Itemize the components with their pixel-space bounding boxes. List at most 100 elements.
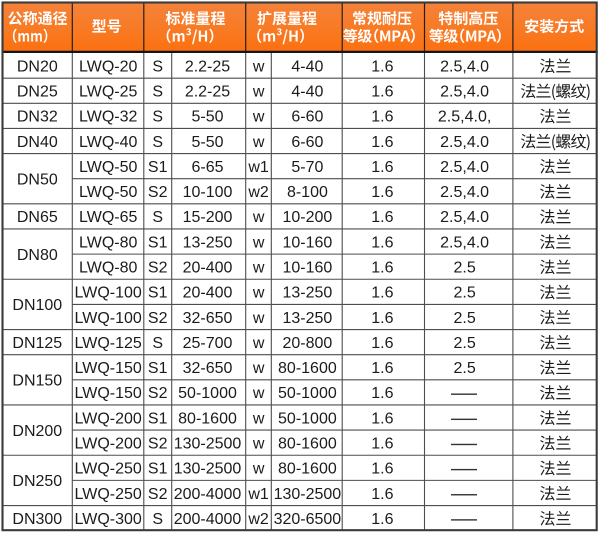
svg-text:DN32: DN32 (17, 109, 58, 126)
svg-text:2.5: 2.5 (453, 259, 475, 276)
svg-text:LWQ-200: LWQ-200 (75, 410, 142, 427)
svg-text:1.6: 1.6 (371, 134, 393, 151)
svg-text:2.2-25: 2.2-25 (185, 84, 230, 101)
svg-text:25-700: 25-700 (183, 335, 233, 352)
svg-text:4-40: 4-40 (291, 84, 323, 101)
svg-text:w: w (252, 385, 265, 402)
svg-text:1.6: 1.6 (371, 360, 393, 377)
svg-text:80-1600: 80-1600 (278, 435, 337, 452)
svg-text:w: w (252, 84, 265, 101)
svg-text:S: S (152, 109, 163, 126)
svg-text:S2: S2 (148, 310, 168, 327)
svg-text:DN65: DN65 (17, 209, 58, 226)
svg-text:DN80: DN80 (17, 247, 58, 264)
svg-text:S1: S1 (148, 461, 168, 478)
svg-text:DN20: DN20 (17, 58, 58, 75)
svg-text:LWQ-150: LWQ-150 (75, 360, 142, 377)
svg-text:LWQ-100: LWQ-100 (75, 310, 142, 327)
svg-text:20-400: 20-400 (183, 285, 233, 302)
svg-text:S2: S2 (148, 385, 168, 402)
svg-text:w: w (252, 335, 265, 352)
svg-text:LWQ-250: LWQ-250 (75, 461, 142, 478)
svg-text:80-1600: 80-1600 (178, 410, 237, 427)
svg-text:20-800: 20-800 (282, 335, 332, 352)
svg-text:2.5,4.0: 2.5,4.0 (440, 134, 489, 151)
svg-text:LWQ-25: LWQ-25 (79, 84, 137, 101)
svg-text:w1: w1 (247, 486, 269, 503)
svg-text:S1: S1 (148, 410, 168, 427)
svg-text:2.5: 2.5 (453, 335, 475, 352)
svg-text:S: S (152, 209, 163, 226)
svg-text:w: w (252, 410, 265, 427)
svg-text:w: w (252, 209, 265, 226)
svg-text:DN250: DN250 (12, 473, 62, 490)
svg-text:200-4000: 200-4000 (174, 486, 242, 503)
svg-text:130-2500: 130-2500 (174, 435, 242, 452)
svg-text:S1: S1 (148, 285, 168, 302)
svg-text:10-160: 10-160 (282, 234, 332, 251)
svg-text:LWQ-250: LWQ-250 (75, 486, 142, 503)
svg-text:DN100: DN100 (12, 297, 62, 314)
svg-text:DN125: DN125 (12, 335, 62, 352)
svg-text:130-2500: 130-2500 (174, 461, 242, 478)
svg-text:LWQ-65: LWQ-65 (79, 209, 137, 226)
svg-text:50-1000: 50-1000 (178, 385, 237, 402)
svg-text:1.6: 1.6 (371, 435, 393, 452)
svg-text:S2: S2 (148, 435, 168, 452)
svg-text:1.6: 1.6 (371, 335, 393, 352)
svg-text:DN40: DN40 (17, 134, 58, 151)
svg-text:1.6: 1.6 (371, 511, 393, 528)
svg-text:2.5,4.0,: 2.5,4.0, (438, 109, 491, 126)
svg-text:LWQ-300: LWQ-300 (75, 511, 142, 528)
svg-text:w: w (252, 310, 265, 327)
svg-text:2.5,4.0: 2.5,4.0 (440, 159, 489, 176)
svg-text:S: S (152, 511, 163, 528)
svg-text:w2: w2 (247, 511, 269, 528)
svg-text:S2: S2 (148, 259, 168, 276)
svg-text:w: w (252, 58, 265, 75)
svg-text:LWQ-80: LWQ-80 (79, 234, 137, 251)
svg-text:w: w (252, 134, 265, 151)
svg-text:DN200: DN200 (12, 423, 62, 440)
svg-text:DN50: DN50 (17, 172, 58, 189)
svg-text:10-160: 10-160 (282, 259, 332, 276)
svg-text:2.5,4.0: 2.5,4.0 (440, 234, 489, 251)
svg-text:S1: S1 (148, 360, 168, 377)
svg-text:w: w (252, 435, 265, 452)
svg-text:80-1600: 80-1600 (278, 461, 337, 478)
svg-text:10-200: 10-200 (282, 209, 332, 226)
svg-text:w2: w2 (247, 184, 269, 201)
svg-text:1.6: 1.6 (371, 58, 393, 75)
svg-text:S2: S2 (148, 486, 168, 503)
svg-text:130-2500: 130-2500 (274, 486, 342, 503)
svg-text:LWQ-50: LWQ-50 (79, 184, 137, 201)
svg-text:w: w (252, 109, 265, 126)
svg-text:LWQ-150: LWQ-150 (75, 385, 142, 402)
svg-text:32-650: 32-650 (183, 360, 233, 377)
svg-text:1.6: 1.6 (371, 486, 393, 503)
svg-text:LWQ-32: LWQ-32 (79, 109, 137, 126)
svg-text:LWQ-200: LWQ-200 (75, 435, 142, 452)
svg-text:w: w (252, 360, 265, 377)
svg-text:8-100: 8-100 (287, 184, 328, 201)
svg-text:2.5,4.0: 2.5,4.0 (440, 209, 489, 226)
svg-text:1.6: 1.6 (371, 209, 393, 226)
svg-text:S1: S1 (148, 234, 168, 251)
svg-text:DN150: DN150 (12, 373, 62, 390)
svg-text:2.5: 2.5 (453, 360, 475, 377)
svg-text:2.5,4.0: 2.5,4.0 (440, 58, 489, 75)
svg-text:w: w (252, 259, 265, 276)
svg-text:S: S (152, 134, 163, 151)
svg-text:1.6: 1.6 (371, 285, 393, 302)
svg-text:LWQ-40: LWQ-40 (79, 134, 137, 151)
svg-text:2.5,4.0: 2.5,4.0 (440, 84, 489, 101)
svg-text:DN25: DN25 (17, 84, 58, 101)
svg-text:w: w (252, 234, 265, 251)
svg-text:1.6: 1.6 (371, 159, 393, 176)
svg-text:32-650: 32-650 (183, 310, 233, 327)
svg-text:13-250: 13-250 (282, 285, 332, 302)
svg-text:20-400: 20-400 (183, 259, 233, 276)
svg-text:6-60: 6-60 (291, 109, 323, 126)
svg-text:80-1600: 80-1600 (278, 360, 337, 377)
svg-text:200-4000: 200-4000 (174, 511, 242, 528)
